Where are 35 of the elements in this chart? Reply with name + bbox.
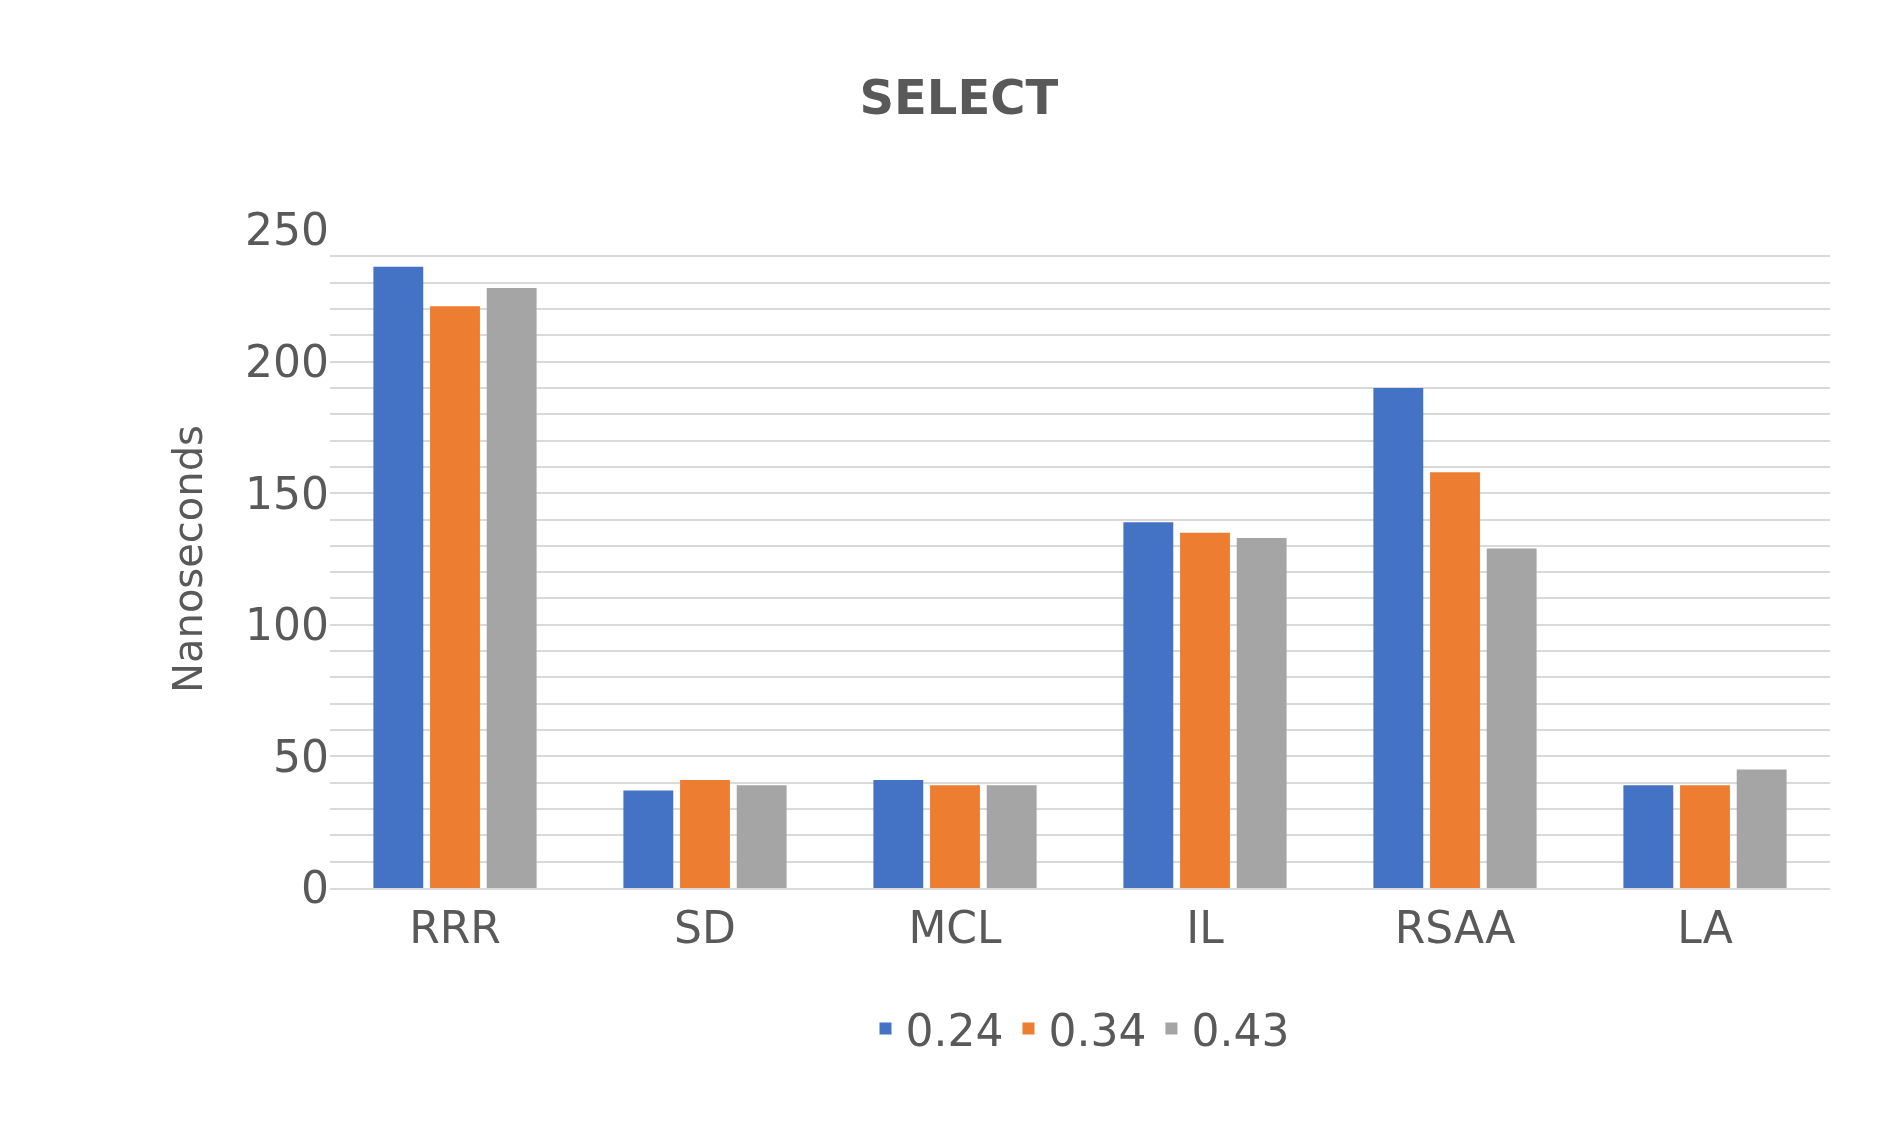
x-tick-label: RSAA (1394, 901, 1516, 953)
y-tick-label: 200 (245, 336, 329, 387)
x-tick-label: RRR (409, 901, 501, 953)
legend-label: 0.24 (905, 1004, 1004, 1056)
y-tick-label: 100 (245, 599, 329, 651)
bar (623, 790, 674, 888)
x-tick-label: IL (1186, 901, 1225, 953)
legend-label: 0.34 (1048, 1004, 1147, 1056)
bar (1180, 532, 1230, 888)
y-tick-label: 250 (245, 204, 329, 256)
bar (430, 306, 480, 888)
x-tick-label: MCL (908, 901, 1003, 953)
y-tick-label: 0 (301, 862, 329, 914)
y-tick-label: 150 (245, 467, 329, 519)
bar (1623, 785, 1674, 888)
bar (986, 785, 1037, 888)
bar (1486, 548, 1537, 888)
bar (873, 780, 924, 888)
bar (373, 266, 424, 888)
bar (930, 785, 980, 888)
bar (680, 780, 730, 888)
bar (1236, 537, 1287, 888)
bar (486, 287, 537, 888)
bar (1373, 387, 1424, 888)
bar (1123, 522, 1174, 888)
bar (1430, 472, 1480, 888)
y-tick-label: 50 (273, 730, 329, 782)
bar (736, 785, 787, 888)
bar (1680, 785, 1730, 888)
chart-title: SELECT (859, 68, 1059, 125)
legend-label: 0.43 (1191, 1004, 1290, 1056)
x-tick-label: SD (674, 901, 736, 953)
bar (1736, 769, 1787, 888)
x-tick-label: LA (1677, 901, 1733, 953)
y-axis-title: Nanoseconds (164, 425, 211, 693)
